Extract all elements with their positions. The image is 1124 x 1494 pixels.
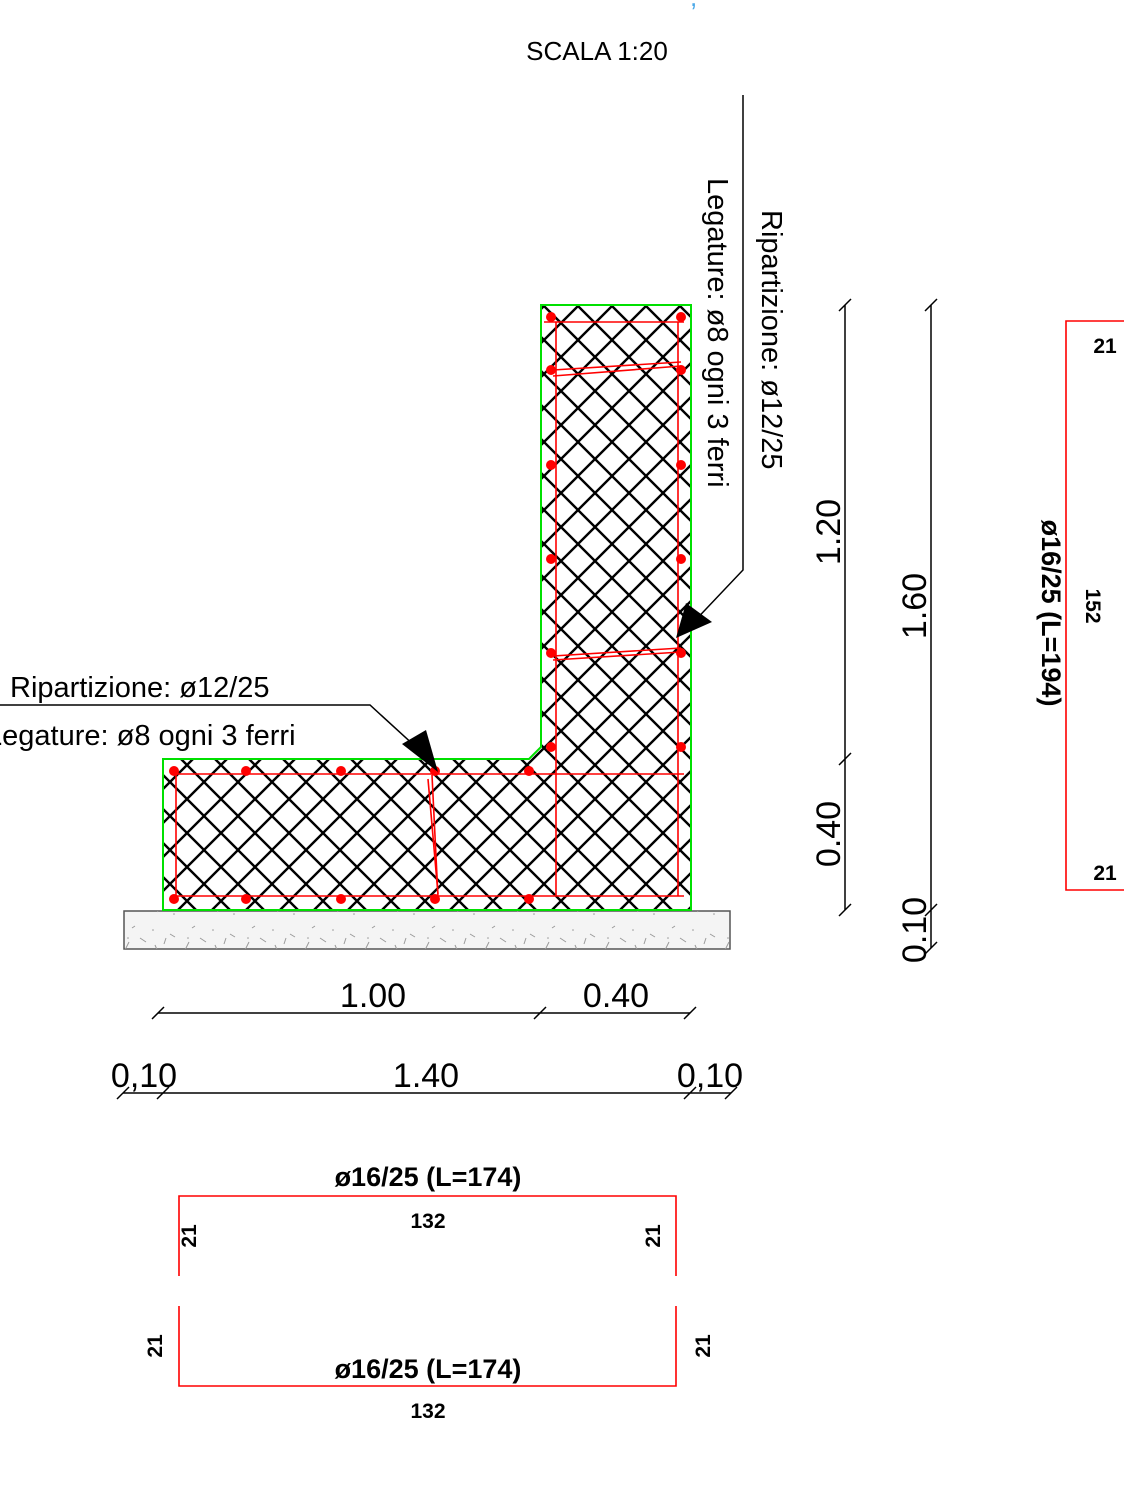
wall-note-line1: Ripartizione: ø12/25 (755, 210, 787, 470)
base-leader-arrow (402, 730, 438, 772)
dim-right-offset: 0,10 (677, 1057, 743, 1095)
base-note-line2: Legature: ø8 ogni 3 ferri (0, 720, 296, 752)
dim-stem: 0.40 (583, 977, 649, 1015)
top-bar-right-leg: 21 (642, 1224, 665, 1248)
bottom-bar-length: 132 (410, 1400, 445, 1423)
wall-leader-arrow (676, 603, 712, 638)
base-note-line1: Ripartizione: ø12/25 (10, 672, 270, 704)
dim-total-height: 1.60 (896, 573, 934, 639)
rebar-cage (175, 321, 684, 898)
dim-heel: 1.00 (340, 977, 406, 1015)
bottom-bar-shape (178, 1306, 677, 1387)
bottom-bar-right-leg: 21 (692, 1334, 715, 1358)
vertical-bar-length: 152 (1081, 588, 1104, 623)
dim-total: 1.40 (393, 1057, 459, 1095)
dim-stem-height: 1.20 (810, 499, 848, 565)
dim-blinding: 0.10 (896, 897, 934, 963)
top-bar-left-leg: 21 (178, 1224, 201, 1248)
top-bar-label: ø16/25 (L=174) (335, 1162, 522, 1192)
top-bar-shape (178, 1195, 677, 1276)
vertical-bar-top-leg: 21 (1093, 335, 1117, 358)
bottom-bar-label: ø16/25 (L=174) (335, 1354, 522, 1384)
vertical-bar-shape (1065, 320, 1124, 891)
wall-leader-line (687, 95, 744, 629)
scale-label: SCALA 1:20 (526, 36, 668, 66)
dim-base-height: 0.40 (810, 801, 848, 867)
vertical-bar-bottom-leg: 21 (1093, 862, 1117, 885)
top-mark: , (690, 0, 697, 12)
vertical-bar-label: ø16/25 (L=194) (1036, 520, 1066, 707)
top-bar-length: 132 (410, 1210, 445, 1233)
rebar-dots (169, 312, 686, 904)
dim-left-offset: 0,10 (111, 1057, 177, 1095)
wall-note-line2: Legature: ø8 ogni 3 ferri (701, 178, 733, 488)
wall-section (162, 304, 692, 911)
bottom-bar-left-leg: 21 (144, 1334, 167, 1358)
